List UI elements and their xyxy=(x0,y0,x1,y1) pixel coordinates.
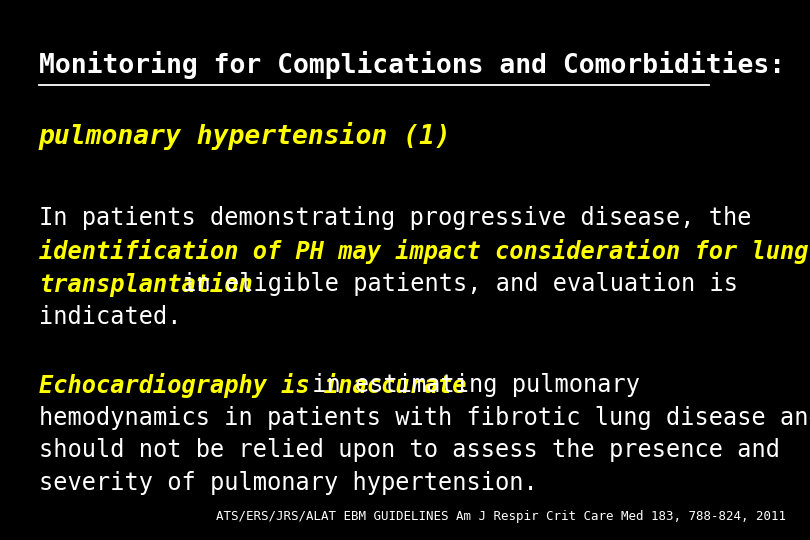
Text: transplantation: transplantation xyxy=(39,272,253,297)
Text: in eligible patients, and evaluation is: in eligible patients, and evaluation is xyxy=(168,272,738,296)
Text: in estimating pulmonary: in estimating pulmonary xyxy=(298,373,640,396)
Text: severity of pulmonary hypertension.: severity of pulmonary hypertension. xyxy=(39,471,538,495)
Text: In patients demonstrating progressive disease, the: In patients demonstrating progressive di… xyxy=(39,206,752,230)
Text: indicated.: indicated. xyxy=(39,305,181,329)
Text: Monitoring for Complications and Comorbidities:: Monitoring for Complications and Comorbi… xyxy=(39,51,785,79)
Text: should not be relied upon to assess the presence and: should not be relied upon to assess the … xyxy=(39,438,780,462)
Text: ATS/ERS/JRS/ALAT EBM GUIDELINES Am J Respir Crit Care Med 183, 788-824, 2011: ATS/ERS/JRS/ALAT EBM GUIDELINES Am J Res… xyxy=(215,510,786,523)
Text: Echocardiography is inaccurate: Echocardiography is inaccurate xyxy=(39,373,467,397)
Text: identification of PH may impact consideration for lung: identification of PH may impact consider… xyxy=(39,239,808,264)
Text: hemodynamics in patients with fibrotic lung disease and: hemodynamics in patients with fibrotic l… xyxy=(39,406,810,429)
Text: pulmonary hypertension (1): pulmonary hypertension (1) xyxy=(39,122,452,150)
